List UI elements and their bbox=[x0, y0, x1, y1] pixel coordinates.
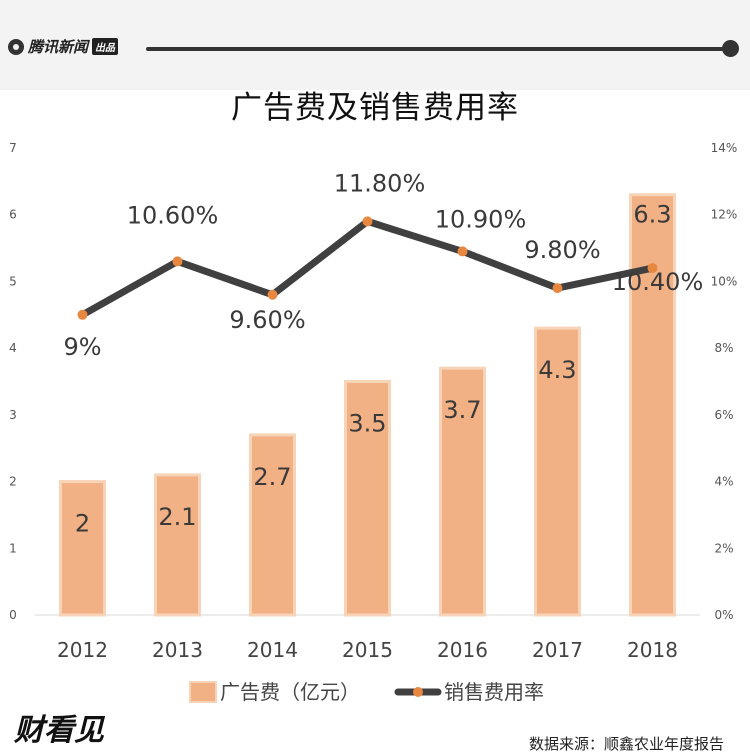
line-value-label: 9.60% bbox=[229, 306, 305, 334]
left-axis-tick-label: 4 bbox=[9, 341, 17, 355]
right-axis-tick-label: 10% bbox=[711, 274, 738, 288]
line-marker bbox=[267, 289, 278, 300]
right-axis-tick-label: 8% bbox=[714, 341, 733, 355]
bar-value-label: 4.3 bbox=[538, 356, 576, 384]
left-axis-tick-label: 1 bbox=[9, 541, 17, 555]
line-marker bbox=[172, 256, 183, 267]
logo-text: 腾讯新闻 bbox=[28, 38, 89, 56]
right-axis-tick-label: 12% bbox=[711, 208, 738, 222]
left-axis-tick-label: 7 bbox=[9, 141, 17, 155]
x-axis-category-label: 2018 bbox=[627, 638, 678, 662]
right-axis-tick-label: 2% bbox=[714, 541, 733, 555]
left-axis-tick-label: 6 bbox=[9, 208, 17, 222]
bar bbox=[534, 326, 581, 617]
line-marker bbox=[647, 263, 658, 274]
tencent-logo-icon bbox=[8, 38, 24, 55]
line-value-label: 10.40% bbox=[612, 268, 704, 296]
header-divider-line bbox=[146, 47, 724, 51]
data-source-text: 数据来源：顺鑫农业年度报告 bbox=[528, 735, 724, 753]
left-axis-tick-label: 2 bbox=[9, 475, 17, 489]
left-axis-tick-label: 0 bbox=[9, 608, 17, 622]
bar bbox=[344, 380, 391, 617]
left-axis-tick-label: 5 bbox=[9, 274, 17, 288]
bar-value-label: 3.7 bbox=[443, 396, 481, 424]
bar-value-label: 6.3 bbox=[633, 201, 671, 229]
legend-bar-label: 广告费（亿元） bbox=[220, 680, 360, 704]
bar-value-label: 2 bbox=[75, 510, 90, 538]
bar-value-label: 3.5 bbox=[348, 410, 386, 438]
bar bbox=[439, 366, 486, 617]
tencent-news-logo: 腾讯新闻 出品 bbox=[8, 36, 119, 57]
bar-value-label: 2.1 bbox=[158, 503, 196, 531]
right-axis-tick-label: 6% bbox=[714, 408, 733, 422]
x-axis-category-label: 2013 bbox=[152, 638, 203, 662]
line-value-label: 9% bbox=[63, 333, 101, 361]
bar bbox=[59, 480, 106, 617]
line-value-label: 10.90% bbox=[435, 205, 527, 233]
line-marker bbox=[77, 309, 88, 320]
brand-logo: 财看见 bbox=[14, 713, 104, 748]
bar bbox=[249, 433, 296, 617]
header-dot-icon bbox=[722, 40, 739, 57]
right-axis-tick-label: 0% bbox=[714, 608, 733, 622]
line-value-label: 9.80% bbox=[524, 236, 600, 264]
bar-value-label: 2.7 bbox=[253, 463, 291, 491]
x-axis-category-label: 2014 bbox=[247, 638, 298, 662]
x-axis-category-label: 2015 bbox=[342, 638, 393, 662]
logo-badge: 出品 bbox=[92, 38, 119, 55]
line-marker bbox=[552, 283, 563, 294]
right-axis-tick-label: 4% bbox=[714, 475, 733, 489]
line-marker bbox=[362, 216, 373, 227]
line-value-label: 11.80% bbox=[334, 169, 426, 197]
header-banner: 腾讯新闻 出品 bbox=[0, 0, 750, 90]
legend-bar-swatch bbox=[189, 681, 217, 703]
left-axis-tick-label: 3 bbox=[9, 408, 17, 422]
x-axis-category-label: 2016 bbox=[437, 638, 488, 662]
legend-line-marker bbox=[413, 687, 423, 697]
line-marker bbox=[457, 246, 468, 257]
x-axis-category-label: 2017 bbox=[532, 638, 583, 662]
chart-title: 广告费及销售费用率 bbox=[231, 90, 519, 126]
right-axis-tick-label: 14% bbox=[711, 141, 738, 155]
x-axis-category-label: 2012 bbox=[57, 638, 108, 662]
bar bbox=[629, 193, 676, 617]
legend-line-label: 销售费用率 bbox=[444, 680, 544, 704]
line-value-label: 10.60% bbox=[127, 201, 219, 229]
bar bbox=[154, 473, 201, 617]
